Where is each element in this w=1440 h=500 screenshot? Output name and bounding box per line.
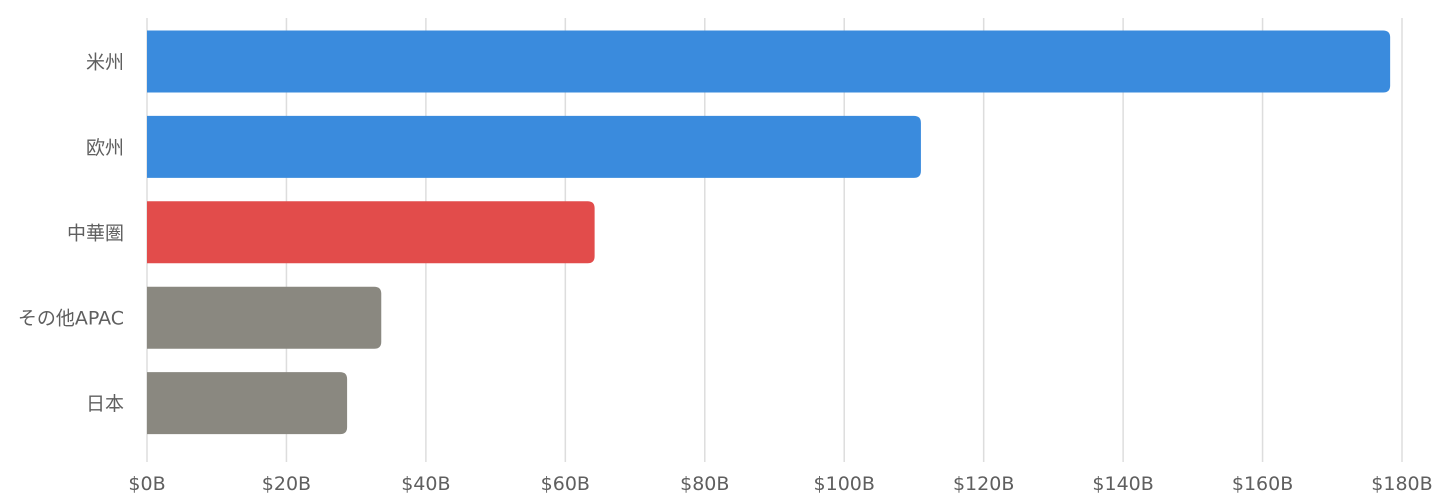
bar: [147, 372, 348, 435]
category-label: その他APAC: [18, 308, 124, 330]
x-tick-label: $100B: [814, 473, 875, 495]
x-tick-label: $140B: [1092, 473, 1153, 495]
category-label: 中華圏: [67, 222, 124, 244]
x-axis-tick-labels: $0B $20B $40B $60B $80B $100B $120B $140B $160B $…: [128, 473, 1432, 495]
x-tick-label: $120B: [953, 473, 1014, 495]
x-tick-label: $160B: [1232, 473, 1293, 495]
bars: [147, 30, 1391, 435]
bar: [147, 286, 382, 349]
bar: [147, 115, 921, 178]
x-tick-label: $180B: [1371, 473, 1432, 495]
category-label: 欧州: [86, 137, 124, 159]
x-tick-label: $60B: [541, 473, 590, 495]
bar: [147, 201, 595, 264]
x-tick-label: $80B: [680, 473, 729, 495]
x-tick-label: $0B: [128, 473, 165, 495]
category-label: 米州: [86, 52, 124, 74]
category-label: 日本: [86, 393, 124, 415]
bar: [147, 30, 1391, 93]
x-tick-label: $20B: [262, 473, 311, 495]
x-tick-label: $40B: [401, 473, 450, 495]
